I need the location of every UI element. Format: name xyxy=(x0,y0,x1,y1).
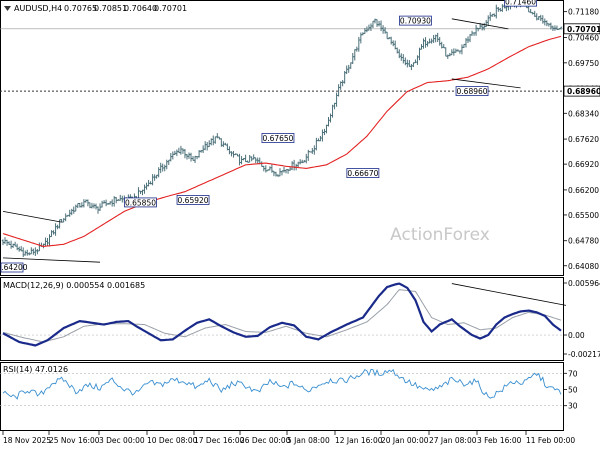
left-label-box xyxy=(0,262,24,273)
time-tick-label: 25 Nov 16:00 xyxy=(49,436,100,445)
price-label: 0.67650 xyxy=(262,134,293,143)
time-tick-label: 5 Jan 08:00 xyxy=(287,436,330,445)
rsi-tick-label: 70 xyxy=(568,369,578,378)
watermark: ActionForex xyxy=(390,225,490,245)
rsi-line xyxy=(2,368,562,400)
price-label-box xyxy=(455,86,489,97)
macd-divergence-line xyxy=(451,283,567,306)
time-tick-label: 17 Dec 16:00 xyxy=(194,436,245,445)
time-tick-label: 26 Dec 00:00 xyxy=(240,436,291,445)
time-tick-label: 3 Feb 16:00 xyxy=(477,436,522,445)
trend-line xyxy=(2,257,101,263)
price-label-box xyxy=(346,168,380,178)
level-price-value: 0.68960 xyxy=(567,87,600,96)
rsi-title: RSI(14) 47.0126 xyxy=(3,365,68,374)
price-label-box xyxy=(124,197,157,208)
price-label: 0.70930 xyxy=(400,17,431,26)
price-label: 0.65850 xyxy=(125,198,156,207)
macd-series xyxy=(0,282,567,347)
trend-line xyxy=(2,210,62,223)
price-label-box xyxy=(399,15,432,26)
price-header: AUDUSD,H4 0.70765 0.70851 0.70640 0.7070… xyxy=(4,4,187,13)
price-bar xyxy=(559,26,563,30)
price-annotations: 0.65850 0.65920 0.67650 0.66670 0.70930 0.689… xyxy=(0,0,537,273)
symbol-label: AUDUSD,H4 xyxy=(14,4,62,13)
price-label-box xyxy=(261,133,295,143)
moving-average-line xyxy=(2,35,562,247)
time-tick-label: 18 Nov 2025 xyxy=(3,436,51,445)
macd-title: MACD(12,26,9) 0.000554 0.001685 xyxy=(3,281,145,290)
price-tick-label: 0.66920 xyxy=(568,160,599,169)
price-tick-label: 0.69750 xyxy=(568,59,599,68)
current-price-box xyxy=(563,23,600,35)
current-price-value: 0.70701 xyxy=(567,25,600,34)
trend-line xyxy=(451,18,509,30)
price-tick-label: 0.64780 xyxy=(568,237,599,246)
macd-tick-label: -0.002177 xyxy=(568,350,600,359)
macd-axis: 0.005964 0.00 -0.002177 xyxy=(563,279,600,359)
price-tick-label: 0.71180 xyxy=(568,8,599,17)
time-tick-label: 10 Dec 08:00 xyxy=(147,436,198,445)
price-label: 0.68960 xyxy=(457,87,488,96)
price-axis: 0.711800.704600.697500.690400.683400.676… xyxy=(563,8,600,271)
time-tick-label: 3 Dec 00:00 xyxy=(99,436,145,445)
low-value: 0.70640 xyxy=(124,4,157,13)
price-tick-label: 0.70460 xyxy=(568,33,599,42)
price-tick-label: 0.67620 xyxy=(568,135,599,144)
time-tick-label: 27 Jan 08:00 xyxy=(429,436,477,445)
macd-panel xyxy=(0,277,564,361)
left-price-label: 0.64200 xyxy=(0,263,28,272)
price-tick-label: 0.64080 xyxy=(568,262,599,271)
rsi-tick-label: 50 xyxy=(568,386,578,395)
high-value: 0.70851 xyxy=(94,4,127,13)
time-tick-label: 11 Feb 00:00 xyxy=(526,436,575,445)
price-tick-label: 0.68340 xyxy=(568,109,599,118)
macd-signal-line xyxy=(2,289,562,343)
open-value: 0.70765 xyxy=(64,4,97,13)
price-label: 0.71460 xyxy=(505,0,536,7)
macd-tick-label: 0.005964 xyxy=(568,279,600,288)
price-tick-label: 0.65500 xyxy=(568,211,599,220)
level-price-box xyxy=(563,85,600,97)
macd-tick-label: 0.00 xyxy=(568,331,585,340)
price-label: 0.65920 xyxy=(178,196,209,205)
trend-line xyxy=(451,78,521,89)
close-value: 0.70701 xyxy=(154,4,187,13)
time-tick-label: 12 Jan 16:00 xyxy=(335,436,383,445)
macd-line xyxy=(2,282,562,347)
price-series xyxy=(0,0,563,258)
collapse-triangle-icon xyxy=(4,6,11,11)
price-label: 0.66670 xyxy=(347,169,378,178)
time-tick-label: 20 Jan 00:00 xyxy=(381,436,429,445)
rsi-axis: 70 50 30 xyxy=(563,369,578,411)
price-tick-label: 0.66200 xyxy=(568,186,599,195)
price-label-box xyxy=(504,0,537,7)
rsi-tick-label: 30 xyxy=(568,402,578,411)
rsi-panel xyxy=(0,362,564,431)
rsi-series xyxy=(0,368,563,407)
price-label-box xyxy=(176,195,210,205)
